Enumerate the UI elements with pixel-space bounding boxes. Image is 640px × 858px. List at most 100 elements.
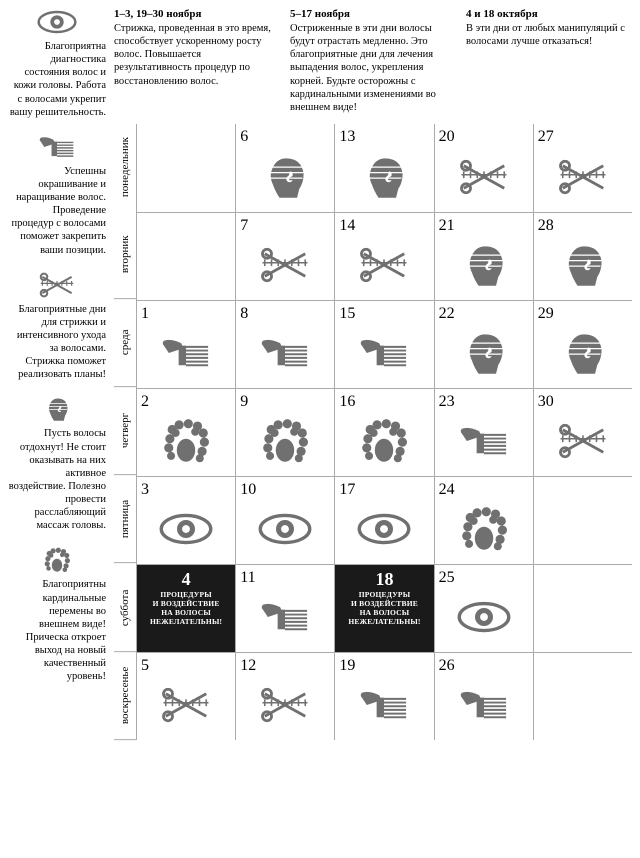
legend-icon: [8, 271, 106, 299]
cell-number: 22: [439, 305, 529, 323]
cell-icon: [439, 675, 529, 736]
period-title: 1–3, 19–30 ноября: [114, 8, 280, 20]
legend-item: Благоприятна диагностика состояния волос…: [8, 8, 106, 119]
calendar-cell: [533, 652, 632, 740]
period-header: 1–3, 19–30 ноября Стрижка, проведенная в…: [114, 8, 280, 114]
cell-number: 2: [141, 393, 231, 411]
cell-icon: [439, 235, 529, 296]
cell-number: 13: [339, 128, 429, 146]
eye-icon: [457, 594, 511, 640]
calendar-cell: 3: [136, 476, 235, 564]
cell-icon: [538, 411, 628, 472]
period-header: 5–17 ноября Остриженные в эти дни волосы…: [290, 8, 456, 114]
head-icon: [457, 242, 511, 288]
calendar-cell: 16: [334, 388, 433, 476]
legend-item: Благоприятные дни для стрижки и интенсив…: [8, 271, 106, 382]
calendar-cell: 2: [136, 388, 235, 476]
calendar-cell: [533, 476, 632, 564]
cell-icon: [439, 499, 529, 560]
calendar-cell: 29: [533, 300, 632, 388]
legend-text: Успешны окрашивание и наращивание волос.…: [8, 165, 106, 257]
cell-number: 5: [141, 657, 231, 675]
scissors-icon: [556, 154, 610, 200]
day-label: четверг: [114, 387, 136, 475]
day-label: вторник: [114, 211, 136, 299]
legend-text: Пусть волосы отдохнут! Не стоит оказыват…: [8, 427, 106, 532]
calendar-cell: 21: [434, 212, 533, 300]
cell-number: 10: [240, 481, 330, 499]
calendar-cell: 18ПРОЦЕДУРЫИ ВОЗДЕЙСТВИЕНА ВОЛОСЫНЕЖЕЛАТ…: [334, 564, 433, 652]
eye-icon: [357, 506, 411, 552]
brush-icon: [37, 134, 77, 160]
head-icon: [258, 154, 312, 200]
calendar-cell: 22: [434, 300, 533, 388]
calendar-cell: 25: [434, 564, 533, 652]
brush-icon: [457, 418, 511, 464]
scissors-icon: [159, 682, 213, 728]
cell-number: 21: [439, 217, 529, 235]
cell-icon: [339, 675, 429, 736]
cell-number: 20: [439, 128, 529, 146]
legend-icon: [8, 546, 106, 574]
cell-icon: [538, 146, 628, 208]
period-body: В эти дни от любых манипуляций с волосам…: [466, 22, 632, 48]
period-body: Остриженные в эти дни волосы будут отрас…: [290, 22, 456, 114]
cell-icon: [339, 146, 429, 208]
cell-icon: [240, 323, 330, 384]
cell-number: 8: [240, 305, 330, 323]
scissors-icon: [258, 242, 312, 288]
calendar-cell: 13: [334, 124, 433, 212]
main-area: 1–3, 19–30 ноября Стрижка, проведенная в…: [114, 8, 632, 740]
cell-icon: [339, 499, 429, 560]
cell-icon: [538, 235, 628, 296]
cell-icon: [439, 411, 529, 472]
cell-number: 27: [538, 128, 628, 146]
curly-icon: [258, 418, 312, 464]
day-label: среда: [114, 299, 136, 387]
calendar-cell: 9: [235, 388, 334, 476]
cell-number: 26: [439, 657, 529, 675]
head-icon: [37, 396, 77, 422]
cell-icon: [141, 411, 231, 472]
legend-icon: [8, 395, 106, 423]
calendar-cell: 28: [533, 212, 632, 300]
cell-number: 25: [439, 569, 529, 587]
legend-item: Успешны окрашивание и наращивание волос.…: [8, 133, 106, 257]
calendar-cell: 14: [334, 212, 433, 300]
cell-icon: [240, 411, 330, 472]
curly-icon: [457, 506, 511, 552]
cell-icon: [240, 499, 330, 560]
cell-number: 23: [439, 393, 529, 411]
cell-number: 16: [339, 393, 429, 411]
legend-sidebar: Благоприятна диагностика состояния волос…: [8, 8, 106, 740]
brush-icon: [258, 330, 312, 376]
calendar-cell: 30: [533, 388, 632, 476]
cell-number: 17: [339, 481, 429, 499]
curly-icon: [357, 418, 411, 464]
legend-icon: [8, 133, 106, 161]
page: Благоприятна диагностика состояния волос…: [8, 8, 632, 740]
cell-icon: [240, 675, 330, 736]
scissors-icon: [556, 418, 610, 464]
cell-icon: [339, 323, 429, 384]
period-title: 5–17 ноября: [290, 8, 456, 20]
calendar-cell: 11: [235, 564, 334, 652]
calendar-cell: 19: [334, 652, 433, 740]
calendar-cell: 1: [136, 300, 235, 388]
cell-number: 12: [240, 657, 330, 675]
cell-icon: [141, 675, 231, 736]
cell-number: 29: [538, 305, 628, 323]
scissors-icon: [357, 242, 411, 288]
day-labels-column: понедельниквторниксредачетвергпятницасуб…: [114, 124, 136, 740]
cell-icon: [141, 323, 231, 384]
calendar: понедельниквторниксредачетвергпятницасуб…: [114, 124, 632, 740]
cell-number: 30: [538, 393, 628, 411]
calendar-cell: 4ПРОЦЕДУРЫИ ВОЗДЕЙСТВИЕНА ВОЛОСЫНЕЖЕЛАТЕ…: [136, 564, 235, 652]
calendar-cell: 15: [334, 300, 433, 388]
legend-icon: [8, 8, 106, 36]
cell-icon: [240, 235, 330, 296]
legend-text: Благоприятна диагностика состояния волос…: [8, 40, 106, 119]
head-icon: [357, 154, 411, 200]
eye-icon: [37, 9, 77, 35]
head-icon: [556, 242, 610, 288]
